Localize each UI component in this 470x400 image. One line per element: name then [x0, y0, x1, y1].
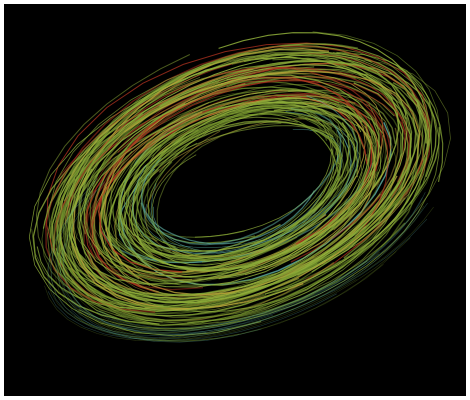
flow-line-faint: [54, 204, 315, 334]
flow-line: [140, 107, 342, 246]
flow-line: [117, 98, 374, 286]
flow-line: [153, 129, 343, 253]
flow-line: [150, 111, 356, 255]
flow-line: [64, 66, 392, 225]
flow-line: [108, 101, 323, 280]
flow-lines-group: [28, 31, 451, 343]
flow-line-faint: [60, 243, 368, 331]
flow-line: [123, 125, 342, 235]
flow-line: [53, 62, 433, 327]
flow-line-faint: [205, 192, 426, 327]
flow-line: [58, 52, 425, 322]
flow-line: [91, 81, 432, 309]
flow-line: [132, 148, 335, 266]
flow-line: [50, 42, 358, 252]
flow-line: [244, 102, 376, 276]
flow-line: [64, 131, 367, 312]
flow-line-faint: [47, 190, 231, 338]
flow-line-faint: [47, 225, 251, 335]
flow-line: [158, 113, 339, 182]
flow-line: [132, 116, 342, 270]
flow-line: [78, 64, 440, 330]
flow-line: [49, 59, 417, 270]
flow-line-faint: [44, 278, 357, 342]
flow-line: [57, 121, 369, 321]
flow-line: [79, 89, 371, 288]
flow-line-faint: [111, 282, 332, 329]
flow-line-faint: [57, 244, 239, 342]
flow-line-faint: [56, 245, 207, 332]
flow-line: [130, 169, 298, 262]
flow-line: [46, 94, 419, 326]
flow-line-faint: [72, 251, 397, 341]
flow-line: [83, 81, 331, 303]
flow-line-faint: [67, 285, 274, 334]
flow-line-faint: [74, 237, 411, 341]
flow-line: [131, 95, 359, 254]
flow-line: [84, 79, 389, 262]
flow-line: [121, 112, 358, 241]
flow-line-faint: [70, 202, 428, 333]
flow-line: [48, 46, 432, 324]
flow-line-faint: [62, 181, 207, 335]
flow-line: [172, 128, 341, 260]
flow-line: [112, 109, 351, 259]
flow-line: [41, 135, 412, 307]
flow-line-faint: [56, 178, 262, 343]
flow-line: [118, 90, 392, 278]
flow-line-faint: [76, 295, 263, 331]
flow-line: [36, 92, 424, 309]
flow-line: [94, 156, 360, 299]
flow-line-faint: [96, 253, 379, 331]
flow-line-faint: [73, 264, 384, 342]
flow-line-faint: [111, 251, 380, 331]
flow-line-faint: [61, 231, 295, 336]
flow-line: [50, 60, 351, 323]
flow-line-faint: [70, 293, 337, 342]
flow-line: [243, 51, 421, 276]
flow-line: [156, 122, 356, 257]
flow-line: [108, 97, 341, 258]
flow-line: [136, 95, 355, 248]
flow-line: [145, 130, 262, 258]
flow-line-faint: [47, 218, 428, 340]
flow-line-faint: [70, 230, 219, 327]
flow-line: [62, 85, 386, 317]
flow-line-faint: [98, 197, 423, 329]
flow-line-faint: [69, 268, 215, 329]
flow-line-faint: [158, 206, 434, 339]
flow-line: [147, 106, 316, 252]
flow-line: [144, 191, 323, 248]
flow-line: [179, 106, 332, 238]
flow-line: [162, 110, 356, 260]
flow-line: [70, 53, 413, 303]
flow-line: [120, 122, 350, 253]
flow-line-faint: [218, 209, 420, 331]
flow-line: [86, 143, 348, 278]
flow-line-faint: [213, 205, 425, 332]
flow-line: [140, 157, 315, 245]
flow-line-faint: [50, 248, 355, 337]
flow-line: [91, 102, 392, 276]
flow-line: [83, 67, 424, 297]
flow-line-faint: [50, 204, 230, 339]
flow-lines-visualization: [4, 4, 466, 396]
flow-line: [137, 117, 340, 258]
flow-line: [161, 105, 377, 272]
flow-line: [117, 108, 365, 280]
